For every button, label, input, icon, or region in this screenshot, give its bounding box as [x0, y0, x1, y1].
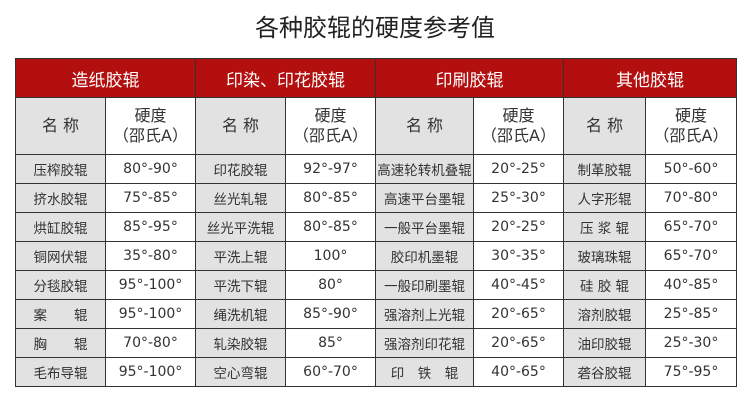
hardness-header-line2: （邵氏A） [293, 126, 368, 145]
roller-name: 一般印刷墨辊 [375, 270, 474, 300]
roller-name: 一般平台墨辊 [375, 212, 474, 242]
group-header: 印刷胶辊 [375, 58, 564, 98]
table-row: 分毯胶辊 95°-100° 平洗下辊 80° 一般印刷墨辊 40°-45° 硅 胶 辊 40°… [15, 270, 737, 300]
roller-hardness: 85°-95° [105, 212, 196, 242]
roller-name: 高速轮转机叠辊 [375, 154, 474, 184]
roller-hardness: 70°-80° [645, 183, 737, 213]
roller-name: 压 浆 辊 [563, 212, 646, 242]
hardness-header-line2: （邵氏A） [113, 126, 188, 145]
roller-hardness: 80°-90° [105, 154, 196, 184]
roller-hardness: 20°-25° [473, 212, 564, 242]
roller-name: 玻璃珠辊 [563, 241, 646, 271]
roller-hardness: 92°-97° [285, 154, 376, 184]
roller-name: 分毯胶辊 [15, 270, 106, 300]
roller-name: 案 辊 [15, 299, 106, 329]
roller-name: 挤水胶辊 [15, 183, 106, 213]
roller-hardness: 25°-30° [645, 328, 737, 358]
hardness-column-header: 硬度 （邵氏A） [285, 97, 376, 155]
roller-name: 铜网伏辊 [15, 241, 106, 271]
roller-name: 烘缸胶辊 [15, 212, 106, 242]
roller-hardness: 100° [285, 241, 376, 271]
roller-hardness: 95°-100° [105, 270, 196, 300]
roller-name: 砻谷胶辊 [563, 357, 646, 387]
roller-name: 硅 胶 辊 [563, 270, 646, 300]
hardness-header-line1: 硬度 [134, 106, 167, 125]
name-column-header: 名 称 [375, 97, 474, 155]
hardness-header-line1: 硬度 [674, 106, 707, 125]
roller-hardness: 40°-85° [645, 270, 737, 300]
roller-name: 强溶剂上光辊 [375, 299, 474, 329]
roller-name: 强溶剂印花辊 [375, 328, 474, 358]
roller-hardness: 40°-45° [473, 270, 564, 300]
roller-hardness: 35°-80° [105, 241, 196, 271]
table-row: 压榨胶辊 80°-90° 印花胶辊 92°-97° 高速轮转机叠辊 20°-25° 制革胶辊… [15, 154, 737, 184]
roller-name: 轧染胶辊 [195, 328, 286, 358]
roller-name: 印 铁 辊 [375, 357, 474, 387]
roller-hardness: 80°-85° [285, 212, 376, 242]
roller-name: 丝光平洗辊 [195, 212, 286, 242]
roller-name: 毛布导辊 [15, 357, 106, 387]
roller-name: 溶剂胶辊 [563, 299, 646, 329]
roller-name: 绳洗机辊 [195, 299, 286, 329]
roller-hardness: 85° [285, 328, 376, 358]
roller-name: 空心弯辊 [195, 357, 286, 387]
roller-hardness: 75°-85° [105, 183, 196, 213]
name-column-header: 名 称 [195, 97, 286, 155]
roller-hardness: 25°-85° [645, 299, 737, 329]
roller-name: 高速平台墨辊 [375, 183, 474, 213]
hardness-header-line1: 硬度 [502, 106, 535, 125]
group-header: 造纸胶辊 [15, 58, 196, 98]
name-column-header: 名 称 [563, 97, 646, 155]
table-row: 毛布导辊 95°-100° 空心弯辊 60°-70° 印 铁 辊 40°-65° 砻谷胶辊 7… [15, 357, 737, 387]
table-row: 挤水胶辊 75°-85° 丝光轧辊 80°-85° 高速平台墨辊 25°-30° 人字形辊 7… [15, 183, 737, 213]
group-header: 其他胶辊 [563, 58, 737, 98]
roller-name: 胸 辊 [15, 328, 106, 358]
roller-hardness: 80°-85° [285, 183, 376, 213]
roller-name: 油印胶辊 [563, 328, 646, 358]
roller-hardness: 75°-95° [645, 357, 737, 387]
roller-name: 人字形辊 [563, 183, 646, 213]
roller-hardness: 20°-65° [473, 328, 564, 358]
table-row: 铜网伏辊 35°-80° 平洗上辊 100° 胶印机墨辊 30°-35° 玻璃珠辊 65°-7… [15, 241, 737, 271]
roller-hardness: 80° [285, 270, 376, 300]
roller-hardness: 85°-90° [285, 299, 376, 329]
roller-hardness: 60°-70° [285, 357, 376, 387]
roller-hardness: 50°-60° [645, 154, 737, 184]
table-row: 烘缸胶辊 85°-95° 丝光平洗辊 80°-85° 一般平台墨辊 20°-25° 压 浆 … [15, 212, 737, 242]
roller-hardness: 95°-100° [105, 299, 196, 329]
roller-name: 平洗上辊 [195, 241, 286, 271]
group-header: 印染、印花胶辊 [195, 58, 376, 98]
roller-hardness: 65°-70° [645, 212, 737, 242]
hardness-column-header: 硬度 （邵氏A） [645, 97, 737, 155]
roller-name: 丝光轧辊 [195, 183, 286, 213]
table-row: 案 辊 95°-100° 绳洗机辊 85°-90° 强溶剂上光辊 20°-65° 溶剂胶辊 2… [15, 299, 737, 329]
hardness-header-line2: （邵氏A） [653, 126, 729, 145]
hardness-column-header: 硬度 （邵氏A） [105, 97, 196, 155]
page-title: 各种胶辊的硬度参考值 [255, 14, 495, 42]
roller-name: 胶印机墨辊 [375, 241, 474, 271]
hardness-header-line2: （邵氏A） [481, 126, 556, 145]
table-row: 胸 辊 70°-80° 轧染胶辊 85° 强溶剂印花辊 20°-65° 油印胶辊 25°-30… [15, 328, 737, 358]
roller-hardness: 65°-70° [645, 241, 737, 271]
roller-hardness: 20°-25° [473, 154, 564, 184]
roller-name: 平洗下辊 [195, 270, 286, 300]
name-column-header: 名 称 [15, 97, 106, 155]
hardness-table: 造纸胶辊 印染、印花胶辊 印刷胶辊 其他胶辊名 称硬度 （邵氏A）名 称硬度 （邵氏A）名… [15, 58, 737, 387]
hardness-column-header: 硬度 （邵氏A） [473, 97, 564, 155]
roller-hardness: 30°-35° [473, 241, 564, 271]
roller-hardness: 70°-80° [105, 328, 196, 358]
roller-name: 压榨胶辊 [15, 154, 106, 184]
roller-hardness: 25°-30° [473, 183, 564, 213]
hardness-header-line1: 硬度 [314, 106, 347, 125]
roller-hardness: 20°-65° [473, 299, 564, 329]
roller-hardness: 40°-65° [473, 357, 564, 387]
roller-name: 印花胶辊 [195, 154, 286, 184]
roller-name: 制革胶辊 [563, 154, 646, 184]
roller-hardness: 95°-100° [105, 357, 196, 387]
